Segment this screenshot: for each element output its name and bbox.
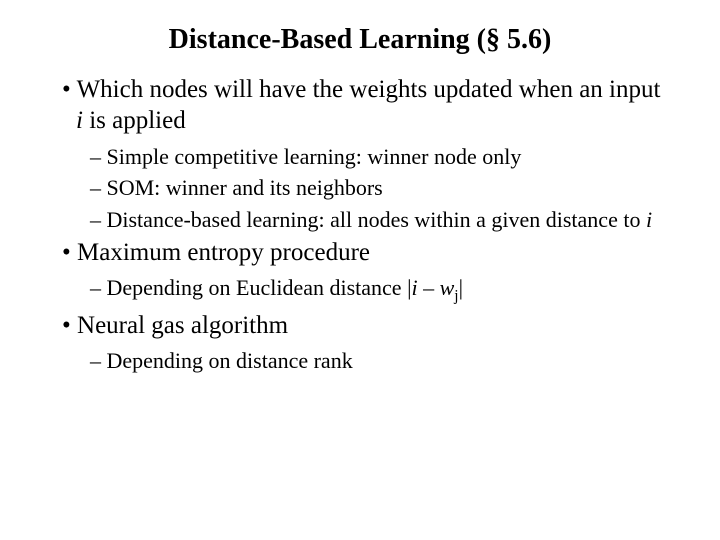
italic-text: i bbox=[646, 207, 652, 232]
bullet-level1: Which nodes will have the weights update… bbox=[62, 74, 672, 137]
bullet-level2: Distance-based learning: all nodes withi… bbox=[90, 206, 672, 234]
text: Maximum entropy procedure bbox=[77, 239, 370, 266]
text: Neural gas algorithm bbox=[77, 312, 288, 339]
italic-text: w bbox=[440, 275, 455, 300]
text: – bbox=[418, 275, 440, 300]
bullet-level2: SOM: winner and its neighbors bbox=[90, 174, 672, 202]
text: is applied bbox=[83, 107, 186, 134]
bullet-level2: Depending on Euclidean distance |i – wj| bbox=[90, 274, 672, 306]
text: Depending on distance rank bbox=[107, 348, 353, 373]
bullet-level1: Neural gas algorithm bbox=[62, 310, 672, 341]
slide: Distance-Based Learning (§ 5.6) Which no… bbox=[0, 0, 720, 540]
italic-text: i bbox=[76, 107, 83, 134]
text: Distance-based learning: all nodes withi… bbox=[107, 207, 646, 232]
text: Depending on Euclidean distance | bbox=[107, 275, 412, 300]
slide-title: Distance-Based Learning (§ 5.6) bbox=[96, 24, 624, 56]
bullet-level1: Maximum entropy procedure bbox=[62, 237, 672, 268]
text: SOM: winner and its neighbors bbox=[107, 175, 383, 200]
text: Simple competitive learning: winner node… bbox=[107, 144, 522, 169]
text: | bbox=[459, 275, 463, 300]
bullet-level2: Depending on distance rank bbox=[90, 347, 672, 375]
text: Which nodes will have the weights update… bbox=[77, 76, 661, 103]
bullet-level2: Simple competitive learning: winner node… bbox=[90, 143, 672, 171]
